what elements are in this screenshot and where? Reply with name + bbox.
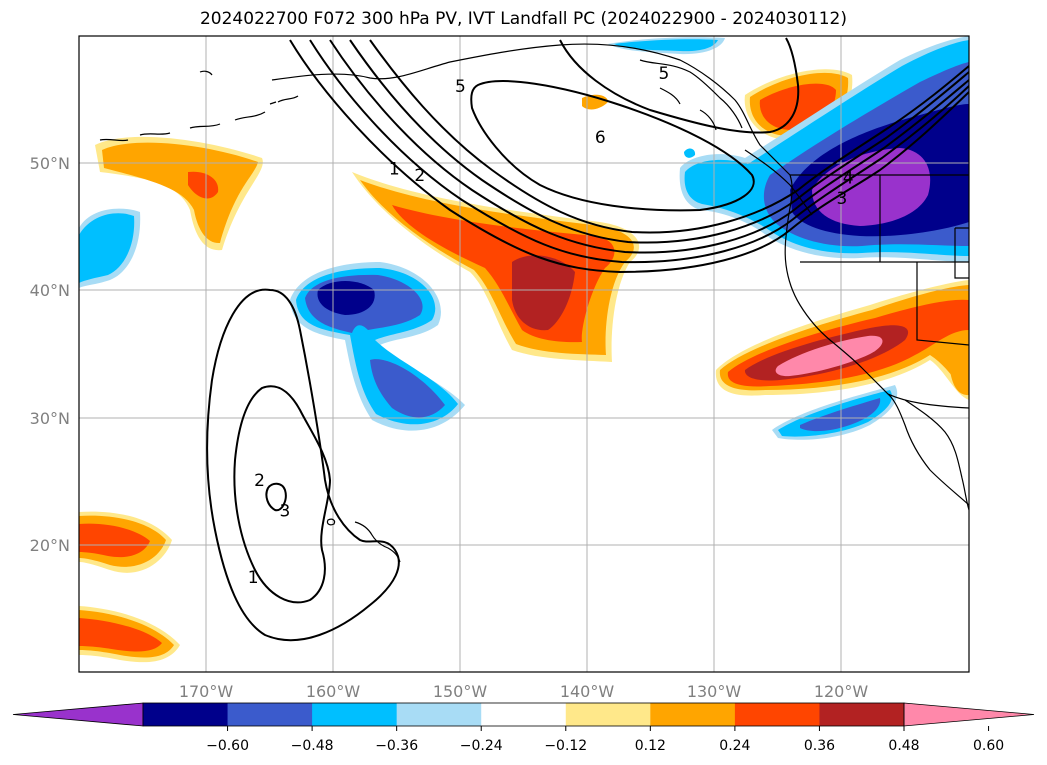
colorbar-tick-label: −0.48 [291, 738, 334, 754]
colorbar-segment [312, 703, 398, 726]
lon-label-130w: 130°W [687, 682, 742, 701]
lon-label-120w: 120°W [814, 682, 869, 701]
colorbar-segment [565, 703, 651, 726]
colorbar-segment [143, 703, 229, 726]
pv-contour-label: 1 [389, 160, 400, 180]
colorbar-tick-label: −0.24 [460, 738, 503, 754]
colorbar-tick-label: 0.60 [973, 738, 1004, 754]
colorbar-segment [227, 703, 313, 726]
lon-label-150w: 150°W [433, 682, 488, 701]
pv-contour-label: 5 [455, 77, 466, 97]
colorbar-tick-label: 0.36 [804, 738, 835, 754]
colorbar-segment [734, 703, 820, 726]
lat-label-20n: 20°N [30, 536, 70, 555]
pv-contour-label: 5 [658, 64, 669, 84]
colorbar: −0.60 −0.48 −0.36 −0.24 −0.12 0.12 0.24 0.36 0.4… [12, 702, 1035, 754]
colorbar-tick-label: −0.36 [375, 738, 418, 754]
colorbar-tick-label: 0.24 [719, 738, 750, 754]
pv-contour-label: 4 [843, 168, 854, 188]
ivt-shading-negative [79, 36, 969, 440]
pv-contour-label: 3 [836, 189, 847, 209]
map-frame [78, 35, 970, 673]
colorbar-tick-label: 0.48 [888, 738, 919, 754]
map-title: 2024022700 F072 300 hPa PV, IVT Landfall… [199, 9, 847, 29]
colorbar-extend-low [12, 702, 144, 727]
colorbar-tick-label: 0.12 [635, 738, 666, 754]
lat-label-50n: 50°N [30, 154, 70, 173]
colorbar-tick-label: −0.12 [544, 738, 587, 754]
coastlines [99, 43, 969, 563]
map-gridlines [79, 36, 969, 672]
pv-contour-label: 1 [248, 568, 259, 588]
pv-contour-label: 3 [280, 502, 291, 522]
colorbar-frame [142, 702, 905, 727]
colorbar-segment [481, 703, 567, 726]
pv-contours [206, 37, 969, 642]
lon-label-170w: 170°W [179, 682, 234, 701]
colorbar-extend-high [903, 702, 1035, 727]
pv-contour-label: 2 [414, 166, 425, 186]
lat-label-30n: 30°N [30, 409, 70, 428]
longitude-labels: 170°W 160°W 150°W 140°W 130°W 120°W [179, 682, 869, 701]
pv-contour-label: 6 [595, 128, 606, 148]
colorbar-segment [396, 703, 482, 726]
colorbar-segment [819, 703, 905, 726]
lon-label-140w: 140°W [560, 682, 615, 701]
colorbar-tick-label: −0.60 [206, 738, 249, 754]
colorbar-segment [650, 703, 736, 726]
pv-contour-label: 2 [254, 471, 265, 491]
lat-label-40n: 40°N [30, 281, 70, 300]
latitude-labels: 50°N 40°N 30°N 20°N [30, 154, 70, 555]
lon-label-160w: 160°W [306, 682, 361, 701]
ivt-shading-positive [79, 69, 969, 663]
